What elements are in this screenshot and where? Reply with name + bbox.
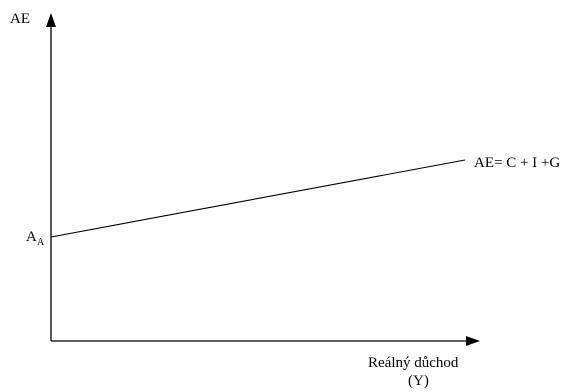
intercept-label-subscript: A [37,237,45,248]
series-line-ae [50,159,466,238]
y-axis-arrow-icon [46,13,56,27]
x-axis-label-line2: (Y) [408,373,429,389]
y-axis-label: AE [10,11,30,27]
intercept-label: A [26,229,37,245]
x-axis-label-line1: Reálný důchod [368,355,459,371]
series-label-ae: AE= C + I +G [474,155,560,171]
x-axis-arrow-icon [466,336,480,346]
